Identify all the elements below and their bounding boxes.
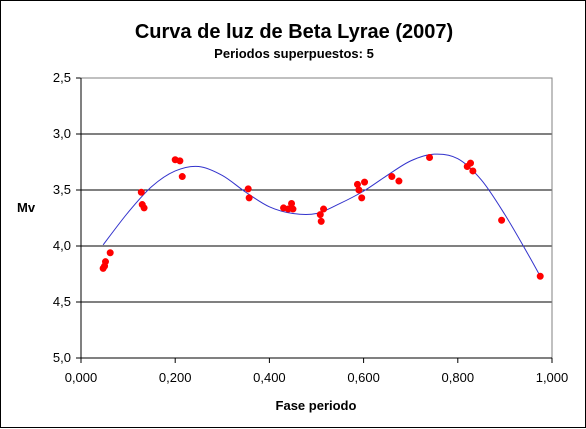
y-tick-label: 3,5 [53, 182, 71, 197]
x-tick-label: 0,600 [347, 370, 380, 385]
y-tick-label: 4,0 [53, 238, 71, 253]
data-point [395, 177, 403, 185]
data-point [388, 173, 396, 181]
data-point [361, 178, 369, 186]
data-point [498, 216, 506, 224]
trendline [102, 153, 541, 277]
data-point [467, 159, 475, 167]
plot-border [80, 77, 553, 359]
data-point [316, 211, 324, 219]
x-axis-label: Fase periodo [275, 398, 357, 413]
data-point [288, 199, 296, 207]
data-point [140, 204, 148, 212]
x-tick-label: 0,000 [65, 370, 98, 385]
y-tick-label: 5,0 [53, 350, 71, 365]
chart-title: Curva de luz de Beta Lyrae (2007) [134, 21, 454, 43]
data-point [176, 157, 184, 165]
data-point [469, 167, 477, 175]
x-tick-label: 0,200 [159, 370, 192, 385]
x-tick-label: 0,800 [442, 370, 475, 385]
chart-subtitle: Periodos superpuestos: 5 [214, 46, 374, 61]
y-tick-label: 3,0 [53, 126, 71, 141]
x-tick-label: 1,000 [536, 370, 569, 385]
data-point [426, 154, 434, 162]
data-point [137, 188, 145, 196]
data-point [353, 180, 361, 188]
y-tick-label: 4,5 [53, 294, 71, 309]
data-point [355, 186, 363, 194]
data-point [289, 205, 297, 213]
data-point [536, 272, 544, 280]
data-point [245, 194, 253, 202]
x-tick-label: 0,400 [253, 370, 286, 385]
data-point [317, 217, 325, 225]
data-point [101, 258, 109, 266]
y-tick-label: 2,5 [53, 70, 71, 85]
data-point [320, 205, 328, 213]
data-point [358, 194, 366, 202]
data-point [244, 185, 252, 193]
data-point [178, 173, 186, 181]
y-axis-label: Mv [17, 200, 36, 215]
data-point [106, 249, 114, 257]
